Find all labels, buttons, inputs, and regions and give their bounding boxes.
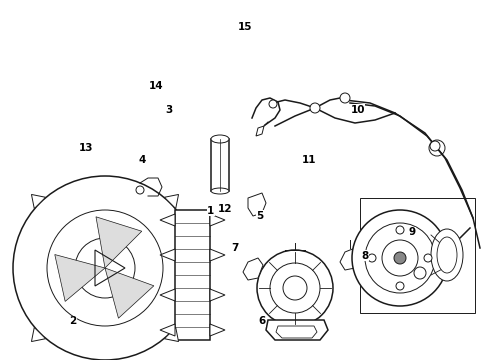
- Polygon shape: [210, 324, 225, 336]
- Circle shape: [365, 223, 435, 293]
- Text: 5: 5: [256, 211, 263, 221]
- Polygon shape: [210, 289, 225, 301]
- Circle shape: [340, 93, 350, 103]
- Circle shape: [414, 267, 426, 279]
- Text: 2: 2: [69, 316, 76, 326]
- Ellipse shape: [431, 229, 463, 281]
- Polygon shape: [160, 249, 175, 261]
- Circle shape: [424, 254, 432, 262]
- Circle shape: [430, 141, 440, 151]
- Text: 13: 13: [78, 143, 93, 153]
- Polygon shape: [160, 289, 175, 301]
- Text: 10: 10: [350, 105, 365, 115]
- Polygon shape: [165, 327, 178, 342]
- Polygon shape: [210, 214, 225, 226]
- Polygon shape: [160, 214, 175, 226]
- Polygon shape: [165, 194, 178, 208]
- Text: 9: 9: [408, 227, 415, 237]
- Ellipse shape: [211, 188, 229, 194]
- Text: 4: 4: [138, 155, 146, 165]
- Text: 15: 15: [238, 22, 252, 32]
- Polygon shape: [55, 255, 105, 301]
- Bar: [360, 198, 475, 313]
- Circle shape: [270, 263, 320, 313]
- Circle shape: [13, 176, 197, 360]
- Polygon shape: [248, 193, 266, 216]
- Circle shape: [269, 100, 277, 108]
- Ellipse shape: [437, 237, 457, 273]
- Circle shape: [257, 250, 333, 326]
- Bar: [175, 210, 210, 340]
- Text: 7: 7: [231, 243, 239, 253]
- Polygon shape: [243, 258, 263, 280]
- Circle shape: [394, 252, 406, 264]
- Bar: [211, 139, 229, 191]
- Text: 11: 11: [301, 155, 316, 165]
- Polygon shape: [31, 194, 46, 208]
- Polygon shape: [256, 126, 264, 136]
- Polygon shape: [276, 326, 317, 338]
- Circle shape: [310, 103, 320, 113]
- Text: 12: 12: [218, 204, 233, 214]
- Circle shape: [352, 210, 448, 306]
- Text: 8: 8: [362, 251, 368, 261]
- Circle shape: [397, 282, 409, 294]
- Polygon shape: [31, 327, 46, 342]
- Polygon shape: [105, 268, 154, 318]
- Polygon shape: [340, 248, 360, 270]
- Polygon shape: [266, 320, 328, 340]
- Circle shape: [396, 226, 404, 234]
- Ellipse shape: [211, 135, 229, 143]
- Text: 3: 3: [166, 105, 172, 115]
- Text: 6: 6: [259, 316, 266, 326]
- Circle shape: [368, 254, 376, 262]
- Polygon shape: [160, 324, 175, 336]
- Polygon shape: [210, 249, 225, 261]
- Circle shape: [396, 282, 404, 290]
- Text: 14: 14: [148, 81, 163, 91]
- Text: 1: 1: [207, 206, 214, 216]
- Polygon shape: [96, 217, 142, 268]
